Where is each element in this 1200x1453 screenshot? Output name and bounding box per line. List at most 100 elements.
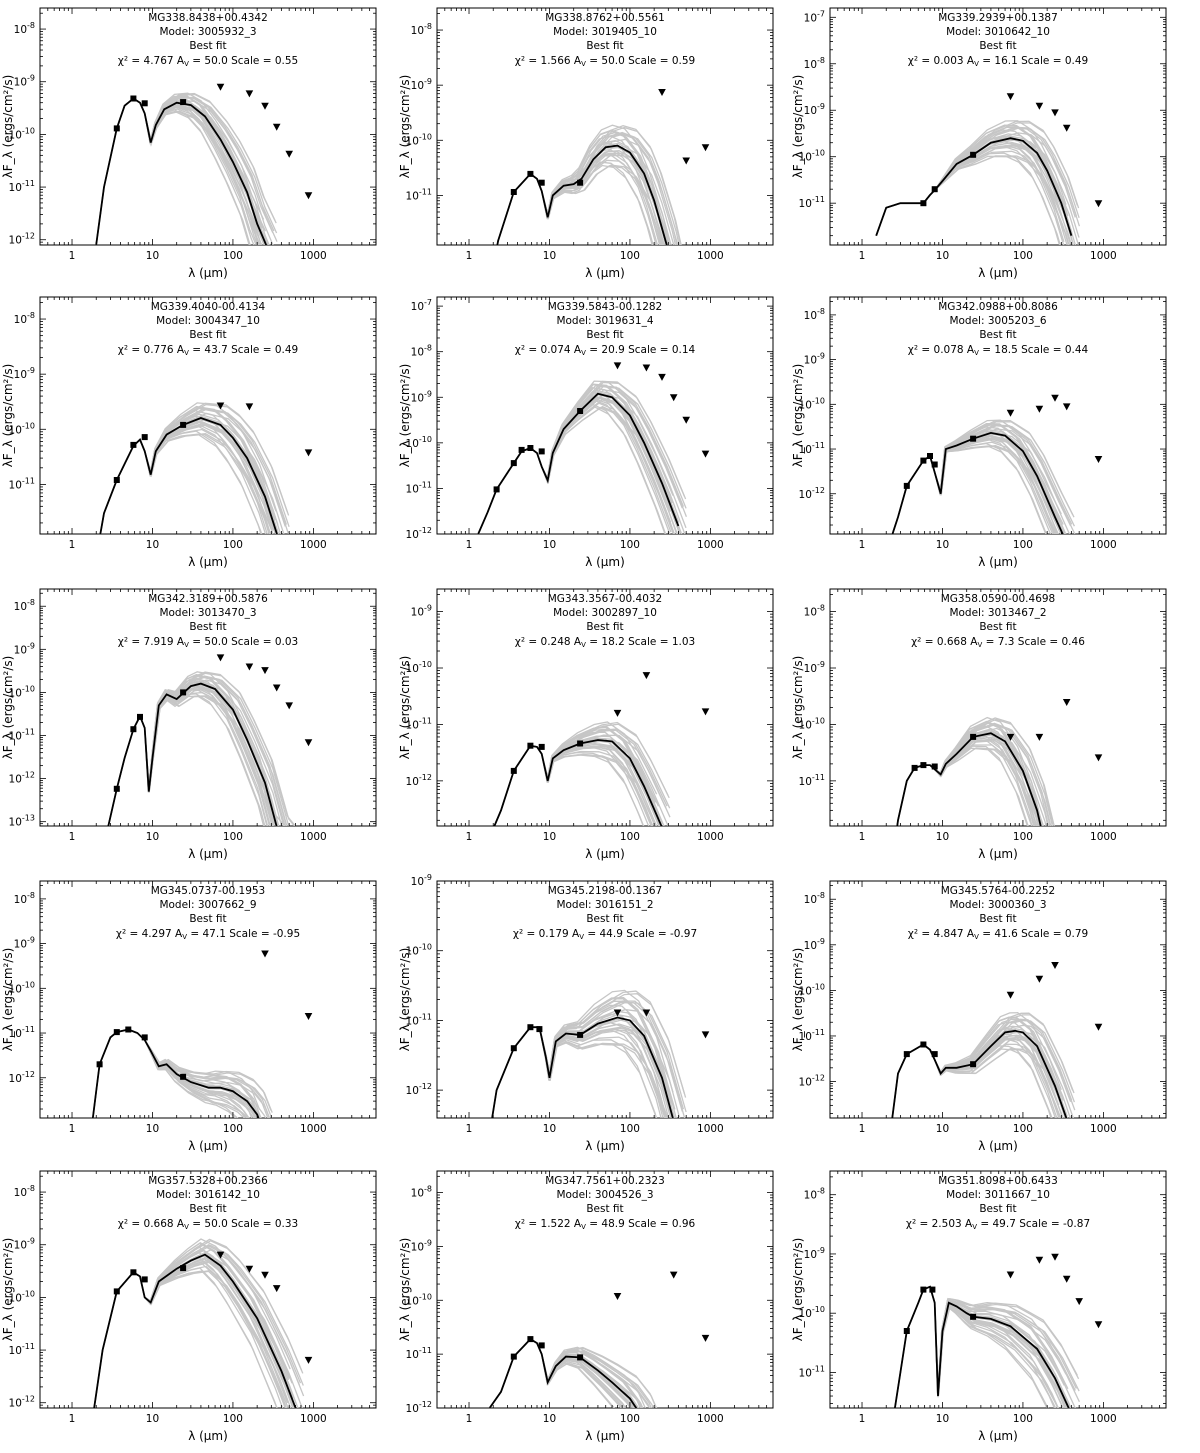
- upper-limit-point: [1062, 124, 1071, 132]
- y-tick-label: 10-12: [9, 232, 35, 247]
- sed-panel-9: 1 10 100 100010-1110-1010-910-8MG358.0590-0…: [791, 588, 1167, 861]
- panel-title: MG357.5328+00.2366: [148, 1175, 268, 1187]
- upper-limit-point: [613, 362, 622, 370]
- y-tick-exponent: -10: [812, 396, 825, 405]
- best-fit-line: [488, 1337, 638, 1408]
- av-value: 48.9: [601, 1218, 624, 1230]
- model-fit-line: [107, 676, 290, 826]
- data-point: [538, 448, 545, 455]
- y-tick-exponent: -8: [27, 598, 35, 607]
- y-axis-label: λF_λ (ergs/cm²/s): [1, 364, 15, 468]
- x-tick-label: 10: [543, 831, 556, 843]
- model-fit-line: [99, 420, 268, 534]
- y-tick-exponent: -11: [419, 480, 432, 489]
- av-subscript: V: [974, 349, 979, 357]
- y-tick-label: 10-11: [799, 1364, 825, 1379]
- av-value: 50.0: [601, 55, 624, 67]
- data-point: [141, 100, 148, 107]
- av-symbol: A: [174, 344, 185, 356]
- av-symbol: A: [962, 1218, 973, 1230]
- data-point: [577, 408, 584, 414]
- y-tick-exponent: -12: [22, 771, 35, 780]
- av-value: 50.0: [204, 55, 227, 67]
- x-tick-label: 1000: [1090, 1413, 1117, 1425]
- upper-limit-point: [216, 654, 225, 662]
- panel-title: MG339.2939+00.1387: [938, 12, 1058, 24]
- y-tick-label: 10-12: [9, 771, 35, 786]
- data-point: [538, 179, 545, 186]
- av-symbol: A: [571, 55, 582, 67]
- y-tick-label: 10-11: [9, 476, 35, 491]
- fit-label: Best fit: [979, 40, 1016, 52]
- av-symbol: A: [174, 1218, 185, 1230]
- model-label: Model: 3005932_3: [159, 26, 256, 38]
- fit-label: Best fit: [586, 329, 623, 341]
- chi2-symbol: χ² =: [118, 1218, 144, 1230]
- scale-value: 0.33: [275, 1218, 298, 1230]
- y-tick-label: 10-8: [804, 891, 825, 906]
- upper-limit-point: [272, 684, 281, 692]
- y-tick-exponent: -13: [22, 814, 35, 823]
- x-tick-label: 1000: [300, 250, 327, 262]
- y-tick-exponent: -8: [817, 307, 825, 316]
- best-fit-line: [493, 739, 663, 826]
- upper-limit-point: [1094, 754, 1103, 762]
- model-fit-line: [92, 1028, 271, 1118]
- upper-limit-point: [245, 1265, 254, 1273]
- upper-limit-point: [642, 364, 651, 372]
- y-tick-exponent: -10: [419, 1292, 432, 1301]
- data-point: [903, 482, 910, 489]
- av-symbol: A: [964, 55, 975, 67]
- data-point: [180, 689, 187, 696]
- sed-panel-4: 1 10 100 100010-1110-1010-910-8MG339.4040-0…: [1, 296, 377, 569]
- av-eq: =: [586, 1218, 601, 1230]
- data-point: [920, 200, 927, 207]
- scale-value: 0.14: [672, 344, 696, 356]
- y-tick-exponent: -10: [812, 982, 825, 991]
- upper-limit-point: [682, 416, 690, 424]
- panel-title: MG342.3189+00.5876: [148, 593, 268, 605]
- data-point: [180, 99, 187, 106]
- data-point: [970, 1061, 977, 1068]
- av-eq: =: [586, 344, 601, 356]
- upper-limit-point: [272, 123, 281, 131]
- panel-title: MG339.4040-00.4134: [151, 301, 266, 313]
- data-point: [920, 1041, 927, 1048]
- upper-limit-point: [1006, 733, 1015, 741]
- av-value: 18.5: [994, 344, 1017, 356]
- upper-limit-point: [261, 950, 269, 958]
- av-subscript: V: [977, 641, 982, 649]
- data-point: [970, 733, 977, 740]
- av-symbol: A: [571, 344, 582, 356]
- av-value: 50.0: [204, 636, 227, 648]
- chi2-value: 0.776: [144, 344, 174, 356]
- model-fit-line: [875, 126, 1069, 236]
- chi2-symbol: χ² =: [515, 344, 541, 356]
- data-point: [125, 1026, 132, 1033]
- x-tick-label: 100: [1013, 539, 1033, 551]
- data-point: [113, 1288, 120, 1295]
- fit-label: Best fit: [189, 1203, 226, 1215]
- fit-statistics: χ² = 7.919 AV = 50.0 Scale = 0.03: [118, 636, 298, 649]
- x-tick-label: 100: [1013, 1413, 1033, 1425]
- data-point: [931, 461, 938, 468]
- data-point: [536, 1026, 543, 1033]
- av-value: 50.0: [204, 1218, 227, 1230]
- y-tick-label: 10-8: [804, 56, 825, 71]
- y-axis-label: λF_λ (ergs/cm²/s): [1, 948, 15, 1052]
- y-tick-label: 10-8: [411, 1185, 432, 1200]
- av-value: 7.3: [998, 636, 1015, 648]
- y-tick-exponent: -12: [419, 773, 432, 782]
- plot-area: [891, 962, 1103, 1118]
- y-tick-label: 10-8: [14, 311, 35, 326]
- upper-limit-point: [1006, 93, 1015, 101]
- data-point: [113, 125, 120, 132]
- model-fit-line: [92, 1028, 269, 1118]
- upper-limit-point: [261, 667, 269, 675]
- x-tick-label: 10: [543, 1413, 556, 1425]
- data-point: [493, 486, 500, 493]
- fit-statistics: χ² = 1.522 AV = 48.9 Scale = 0.96: [515, 1218, 696, 1231]
- model-label: Model: 3004526_3: [556, 1189, 653, 1201]
- model-fit-line: [107, 681, 271, 826]
